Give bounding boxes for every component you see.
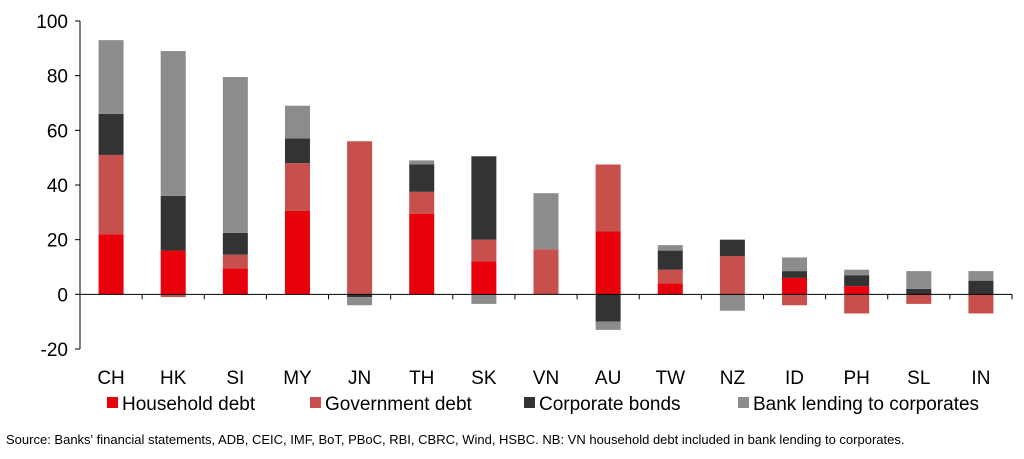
bar-ch-bank-lending-to-corporates — [98, 40, 124, 114]
bar-id-bank-lending-to-corporates — [782, 257, 808, 272]
bar-my-household-debt — [284, 210, 310, 295]
x-tick-label: TH — [409, 368, 434, 389]
bar-tw-government-debt — [657, 269, 683, 284]
x-tick-label: VN — [533, 368, 559, 389]
bar-hk-corporate-bonds — [160, 195, 186, 251]
source-note: Source: Banks' financial statements, ADB… — [6, 432, 905, 447]
x-tick-label: ID — [785, 368, 804, 389]
x-tick-label: CH — [97, 368, 124, 389]
bar-id-corporate-bonds — [782, 271, 808, 278]
bar-tw-household-debt — [657, 283, 683, 295]
bar-ch-government-debt — [98, 154, 124, 235]
x-tick-label: SL — [907, 368, 930, 389]
y-tick-label: 0 — [57, 285, 68, 306]
bar-id-government-debt — [782, 294, 808, 306]
bar-hk-household-debt — [160, 250, 186, 295]
legend-label: Government debt — [325, 394, 473, 415]
bar-ph-government-debt — [844, 294, 870, 314]
bar-si-corporate-bonds — [222, 232, 248, 255]
bar-au-bank-lending-to-corporates — [595, 321, 621, 330]
bar-th-government-debt — [409, 191, 435, 214]
bar-my-corporate-bonds — [284, 138, 310, 164]
bar-ph-bank-lending-to-corporates — [844, 269, 870, 276]
bar-th-bank-lending-to-corporates — [409, 160, 435, 165]
x-tick-label: PH — [843, 368, 869, 389]
y-axis: -20 0 20 40 60 80 100 — [36, 12, 81, 361]
x-tick-label: MY — [283, 368, 312, 389]
x-tick-label: SK — [471, 368, 497, 389]
bar-sk-household-debt — [471, 261, 497, 295]
stacked-bar-chart: -20 0 20 40 60 80 100 CH HK SI MY JN TH SK VN AU TW NZ ID… — [36, 12, 1013, 415]
x-tick-label: AU — [595, 368, 621, 389]
bar-jn-corporate-bonds — [347, 294, 373, 298]
bar-au-household-debt — [595, 231, 621, 295]
bar-sk-government-debt — [471, 239, 497, 262]
bar-nz-bank-lending-to-corporates — [719, 294, 745, 311]
bar-sl-government-debt — [906, 294, 932, 304]
bar-sk-corporate-bonds — [471, 156, 497, 240]
x-axis: CH HK SI MY JN TH SK VN AU TW NZ ID PH SL IN — [79, 293, 1013, 389]
bar-in-bank-lending-to-corporates — [968, 271, 994, 281]
bar-ch-household-debt — [98, 234, 124, 295]
bar-hk-bank-lending-to-corporates — [160, 51, 186, 196]
x-tick-label: TW — [655, 368, 685, 389]
legend-label: Bank lending to corporates — [753, 394, 979, 415]
bar-tw-corporate-bonds — [657, 250, 683, 270]
x-tick-label: HK — [160, 368, 187, 389]
legend-swatch — [310, 397, 321, 408]
y-tick-label: 100 — [36, 12, 68, 33]
legend-swatch — [107, 397, 118, 408]
y-tick-label: 40 — [47, 176, 68, 197]
x-tick-label: SI — [226, 368, 244, 389]
bar-my-bank-lending-to-corporates — [284, 105, 310, 139]
x-tick-label: IN — [971, 368, 990, 389]
bar-nz-corporate-bonds — [719, 239, 745, 257]
bar-sk-bank-lending-to-corporates — [471, 294, 497, 304]
bar-vn-government-debt — [533, 249, 559, 295]
bar-si-bank-lending-to-corporates — [222, 77, 248, 233]
bar-ph-corporate-bonds — [844, 275, 870, 287]
bar-nz-government-debt — [719, 256, 745, 295]
bar-th-household-debt — [409, 213, 435, 295]
x-tick-label: JN — [348, 368, 371, 389]
legend: Household debt Government debt Corporate b… — [107, 394, 979, 415]
y-tick-label: 60 — [47, 121, 68, 142]
y-tick-label: 20 — [47, 231, 68, 252]
bar-sl-bank-lending-to-corporates — [906, 271, 932, 289]
bar-si-household-debt — [222, 268, 248, 295]
bar-au-government-debt — [595, 164, 621, 232]
bar-jn-bank-lending-to-corporates — [347, 297, 373, 306]
bar-th-corporate-bonds — [409, 164, 435, 192]
bar-sl-corporate-bonds — [906, 288, 932, 295]
legend-swatch — [524, 397, 535, 408]
bar-ph-household-debt — [844, 286, 870, 295]
bar-in-corporate-bonds — [968, 280, 994, 295]
bar-vn-bank-lending-to-corporates — [533, 193, 559, 250]
bar-id-household-debt — [782, 277, 808, 295]
y-tick-label: 80 — [47, 67, 68, 88]
bar-tw-bank-lending-to-corporates — [657, 245, 683, 251]
bar-hk-government-debt — [160, 294, 186, 298]
bar-au-corporate-bonds — [595, 294, 621, 322]
bar-in-government-debt — [968, 294, 994, 314]
legend-label: Household debt — [122, 394, 256, 415]
bar-si-government-debt — [222, 254, 248, 269]
y-tick-label: -20 — [41, 340, 68, 361]
x-tick-label: NZ — [720, 368, 746, 389]
bar-my-government-debt — [284, 163, 310, 211]
legend-label: Corporate bonds — [539, 394, 681, 415]
bar-area — [98, 40, 994, 330]
bar-jn-government-debt — [347, 141, 373, 295]
legend-swatch — [738, 397, 749, 408]
bar-ch-corporate-bonds — [98, 113, 124, 155]
